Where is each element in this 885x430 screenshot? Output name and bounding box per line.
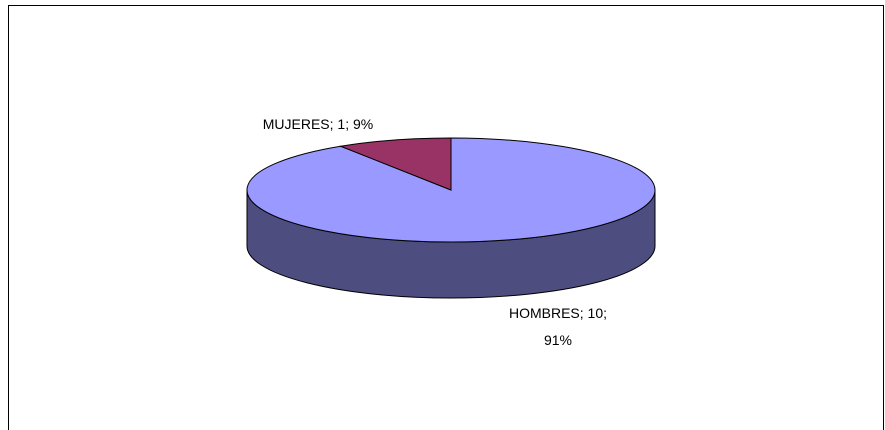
data-label: HOMBRES; 10; 91%: [508, 305, 608, 348]
pie-slice: [338, 137, 452, 191]
data-label: MUJERES; 1; 9%: [262, 116, 374, 132]
